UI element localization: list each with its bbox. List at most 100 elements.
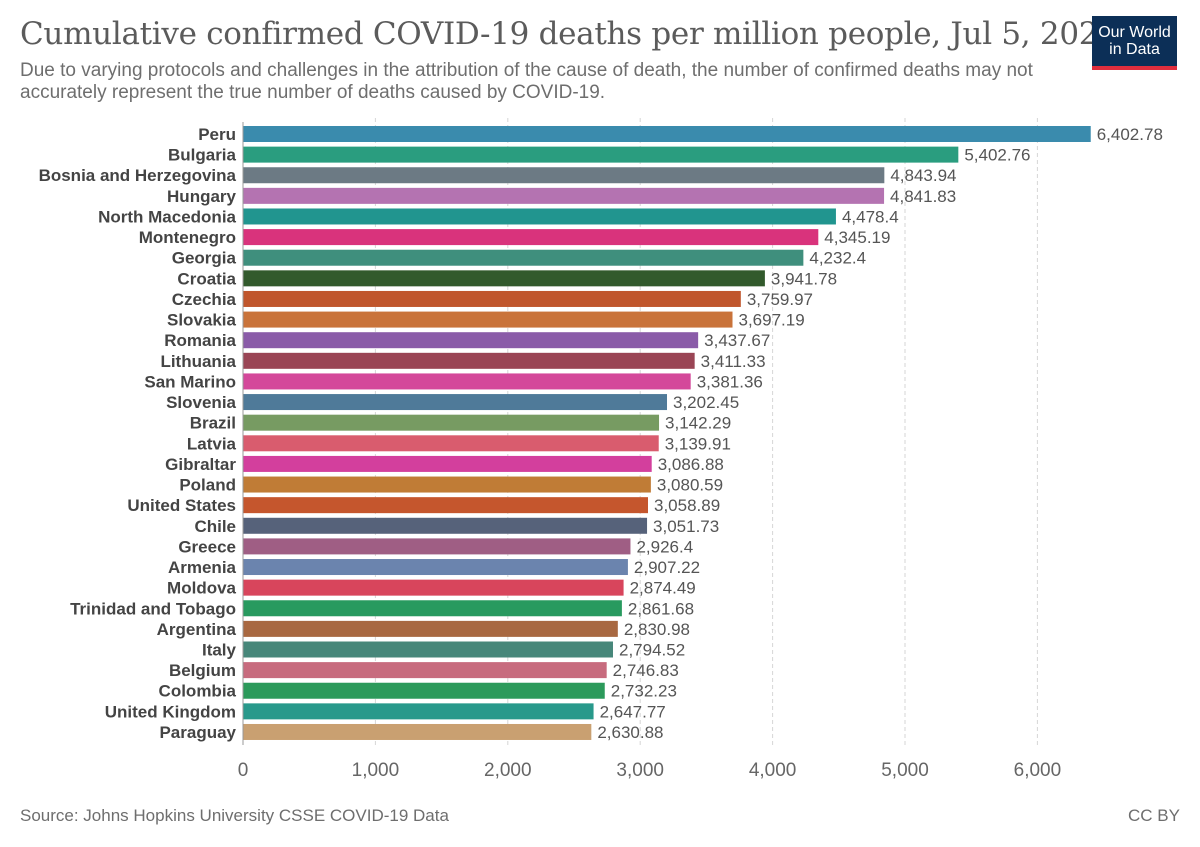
bar (243, 476, 651, 493)
logo-line-2: in Data (1109, 41, 1160, 58)
value-label: 3,142.29 (665, 414, 731, 433)
bar (243, 373, 691, 390)
value-label: 2,794.52 (619, 641, 685, 660)
category-label: Paraguay (159, 723, 236, 742)
value-label: 3,697.19 (739, 311, 805, 330)
category-label: Poland (179, 476, 236, 495)
bar (243, 126, 1091, 142)
category-label: San Marino (144, 372, 236, 391)
bar (243, 723, 592, 740)
value-label: 2,630.88 (597, 723, 663, 742)
bar (243, 497, 648, 514)
value-label: 3,381.36 (697, 372, 763, 391)
x-tick-label: 2,000 (484, 760, 532, 781)
bar (243, 579, 624, 596)
bar (243, 620, 618, 637)
x-tick-label: 5,000 (881, 760, 929, 781)
value-label: 5,402.76 (964, 146, 1030, 165)
bar (243, 352, 695, 369)
category-label: Gibraltar (165, 455, 236, 474)
source-note: Source: Johns Hopkins University CSSE CO… (20, 806, 449, 825)
bar-chart: 0 1,000 2,000 3,000 4,000 5,000 6,000 Peru 6,402… (39, 118, 1163, 781)
chart-subtitle: Due to varying protocols and challenges … (20, 60, 1033, 103)
value-label: 3,139.91 (665, 434, 731, 453)
value-label: 3,411.33 (701, 352, 766, 371)
category-label: Armenia (168, 558, 237, 577)
x-tick-label: 6,000 (1014, 760, 1062, 781)
category-label: Romania (164, 331, 236, 350)
bar (243, 455, 652, 472)
category-label: Colombia (159, 682, 237, 701)
owid-logo[interactable]: Our World in Data (1092, 16, 1177, 70)
category-label: Hungary (167, 187, 237, 206)
category-label: Moldova (167, 579, 236, 598)
category-label: Latvia (187, 434, 237, 453)
category-label: Montenegro (139, 228, 236, 247)
category-label: Georgia (172, 249, 237, 268)
category-label: Argentina (157, 620, 237, 639)
bar (243, 703, 594, 720)
chart-title: Cumulative confirmed COVID-19 deaths per… (20, 16, 1118, 52)
value-label: 2,732.23 (611, 682, 677, 701)
value-label: 3,086.88 (658, 455, 724, 474)
value-label: 4,841.83 (890, 187, 956, 206)
bar (243, 414, 660, 431)
bar (243, 290, 741, 307)
value-label: 2,874.49 (630, 579, 696, 598)
value-label: 2,861.68 (628, 599, 694, 618)
license-link[interactable]: CC BY (1128, 806, 1180, 825)
category-label: Croatia (177, 269, 236, 288)
value-label: 2,830.98 (624, 620, 690, 639)
category-label: Belgium (169, 661, 236, 680)
category-label: Peru (198, 125, 236, 144)
value-label: 3,080.59 (657, 476, 723, 495)
category-label: United Kingdom (105, 702, 236, 721)
value-label: 2,926.4 (636, 537, 693, 556)
logo-line-1: Our World (1098, 24, 1171, 41)
bar (243, 435, 659, 452)
bar (243, 600, 622, 617)
bar (243, 249, 804, 266)
category-label: Bulgaria (168, 146, 237, 165)
bar (243, 208, 836, 225)
value-label: 2,907.22 (634, 558, 700, 577)
value-label: 4,345.19 (824, 228, 890, 247)
value-label: 3,202.45 (673, 393, 739, 412)
category-label: Trinidad and Tobago (70, 599, 236, 618)
x-tick-label: 4,000 (749, 760, 797, 781)
category-label: North Macedonia (98, 207, 236, 226)
bar (243, 332, 699, 349)
value-label: 4,478.4 (842, 207, 899, 226)
bar (243, 559, 628, 576)
bar (243, 662, 607, 679)
bar (243, 167, 885, 184)
value-label: 3,058.89 (654, 496, 720, 515)
category-label: Bosnia and Herzegovina (39, 166, 237, 185)
value-label: 6,402.78 (1097, 125, 1163, 144)
bar (243, 682, 605, 699)
value-label: 2,746.83 (613, 661, 679, 680)
bar (243, 146, 959, 163)
category-label: United States (127, 496, 236, 515)
value-label: 4,232.4 (809, 249, 866, 268)
value-label: 4,843.94 (890, 166, 956, 185)
bar (243, 311, 733, 328)
x-tick-label: 1,000 (352, 760, 400, 781)
category-label: Slovenia (166, 393, 236, 412)
category-label: Greece (178, 537, 236, 556)
bar (243, 517, 648, 534)
bar (243, 394, 668, 411)
bar (243, 270, 765, 287)
category-label: Lithuania (160, 352, 236, 371)
bar (243, 538, 631, 555)
value-label: 3,759.97 (747, 290, 813, 309)
category-label: Slovakia (167, 311, 237, 330)
value-label: 3,941.78 (771, 269, 837, 288)
bar (243, 187, 885, 204)
category-label: Brazil (190, 414, 236, 433)
category-label: Chile (194, 517, 236, 536)
value-label: 3,437.67 (704, 331, 770, 350)
category-label: Italy (202, 641, 237, 660)
category-label: Czechia (172, 290, 237, 309)
value-label: 3,051.73 (653, 517, 719, 536)
